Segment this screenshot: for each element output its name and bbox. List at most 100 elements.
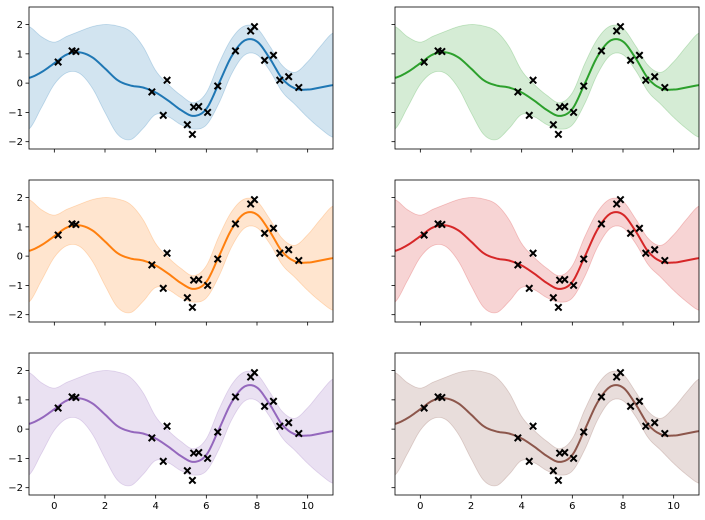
observation-point (420, 58, 429, 66)
y-tick-label: −2 (8, 137, 23, 148)
observation-point (437, 220, 446, 229)
observation-point (250, 368, 259, 377)
subplot-2-0: 0 2 4 6 8 10 −2 −1 0 1 2 (8, 352, 334, 512)
x-tick-label: 6 (203, 501, 209, 512)
observation-point (641, 76, 650, 85)
observation-point (163, 249, 171, 258)
observation-point (597, 393, 606, 401)
confidence-band (395, 197, 699, 314)
observation-point (597, 47, 606, 55)
observation-point (420, 231, 429, 239)
x-tick-label: 2 (102, 501, 108, 512)
x-tick-label: 0 (51, 501, 57, 512)
observation-point (203, 454, 212, 463)
y-tick-label: −1 (8, 454, 23, 465)
observation-point (163, 422, 171, 431)
observation-point (549, 120, 558, 129)
axes-frame (394, 6, 700, 150)
subplot-2-1: 0 2 4 6 8 10 (391, 352, 700, 512)
observation-point (525, 111, 534, 120)
observation-point (260, 229, 269, 238)
observation-point (569, 454, 578, 463)
observation-point (529, 422, 537, 431)
observation-point (660, 83, 669, 92)
y-tick-label: −2 (8, 483, 23, 494)
observation-point (183, 120, 192, 129)
observation-point (513, 261, 522, 269)
observation-point (616, 195, 625, 204)
axes-frame (28, 6, 334, 150)
axes-frame (28, 352, 334, 496)
observation-point (650, 418, 659, 427)
y-tick-label: −1 (8, 108, 23, 119)
observation-point (159, 457, 168, 466)
observation-point (650, 245, 659, 254)
observation-point (529, 76, 537, 85)
observation-point (275, 249, 284, 258)
observation-point (250, 195, 259, 204)
observation-point (260, 56, 269, 65)
observation-point (597, 220, 606, 228)
confidence-band (29, 370, 333, 487)
observation-point (147, 434, 156, 442)
observation-point (529, 249, 537, 258)
confidence-band (29, 197, 333, 314)
observation-point (163, 76, 171, 85)
observation-point (569, 108, 578, 117)
observation-point (159, 111, 168, 120)
subplot-0-0: −2 −1 0 1 2 (8, 6, 334, 153)
y-tick-label: 0 (17, 425, 23, 436)
y-tick-label: 1 (17, 49, 23, 60)
observation-point (54, 404, 63, 412)
observation-point (260, 402, 269, 411)
observation-point (635, 397, 644, 406)
observation-point (231, 220, 240, 228)
observation-point (626, 402, 635, 411)
observation-point (560, 275, 569, 284)
observation-point (203, 108, 212, 117)
observation-point (554, 476, 563, 485)
x-tick-label: 0 (417, 501, 423, 512)
observation-point (554, 303, 563, 312)
observation-point (188, 303, 197, 312)
observation-point (194, 448, 203, 457)
observation-point (269, 224, 278, 233)
observation-point (188, 476, 197, 485)
x-tick-label: 2 (468, 501, 474, 512)
observation-point (284, 72, 293, 81)
observation-point (213, 255, 222, 263)
y-tick-label: −2 (8, 310, 23, 321)
subplot-0-1 (391, 6, 700, 153)
observation-point (294, 429, 303, 438)
x-tick-label: 8 (254, 501, 260, 512)
observation-point (294, 256, 303, 265)
observation-point (183, 293, 192, 302)
observation-point (213, 428, 222, 436)
axes-frame (394, 352, 700, 496)
observation-point (147, 88, 156, 96)
observation-point (420, 404, 429, 412)
observation-point (194, 275, 203, 284)
observation-point (213, 82, 222, 90)
x-tick-label: 4 (518, 501, 524, 512)
observation-point (549, 466, 558, 475)
observation-point (660, 256, 669, 265)
observation-point (579, 428, 588, 436)
observation-point (660, 429, 669, 438)
y-tick-label: 1 (17, 395, 23, 406)
observation-point (159, 284, 168, 293)
observation-point (579, 82, 588, 90)
observation-point (203, 281, 212, 290)
observation-point (635, 224, 644, 233)
observation-point (294, 83, 303, 92)
observation-point (284, 245, 293, 254)
observation-point (560, 448, 569, 457)
observation-point (269, 397, 278, 406)
observation-point (231, 393, 240, 401)
observation-point (579, 255, 588, 263)
confidence-band (395, 24, 699, 141)
y-tick-label: 2 (17, 193, 23, 204)
observation-point (194, 102, 203, 111)
observation-point (437, 47, 446, 56)
